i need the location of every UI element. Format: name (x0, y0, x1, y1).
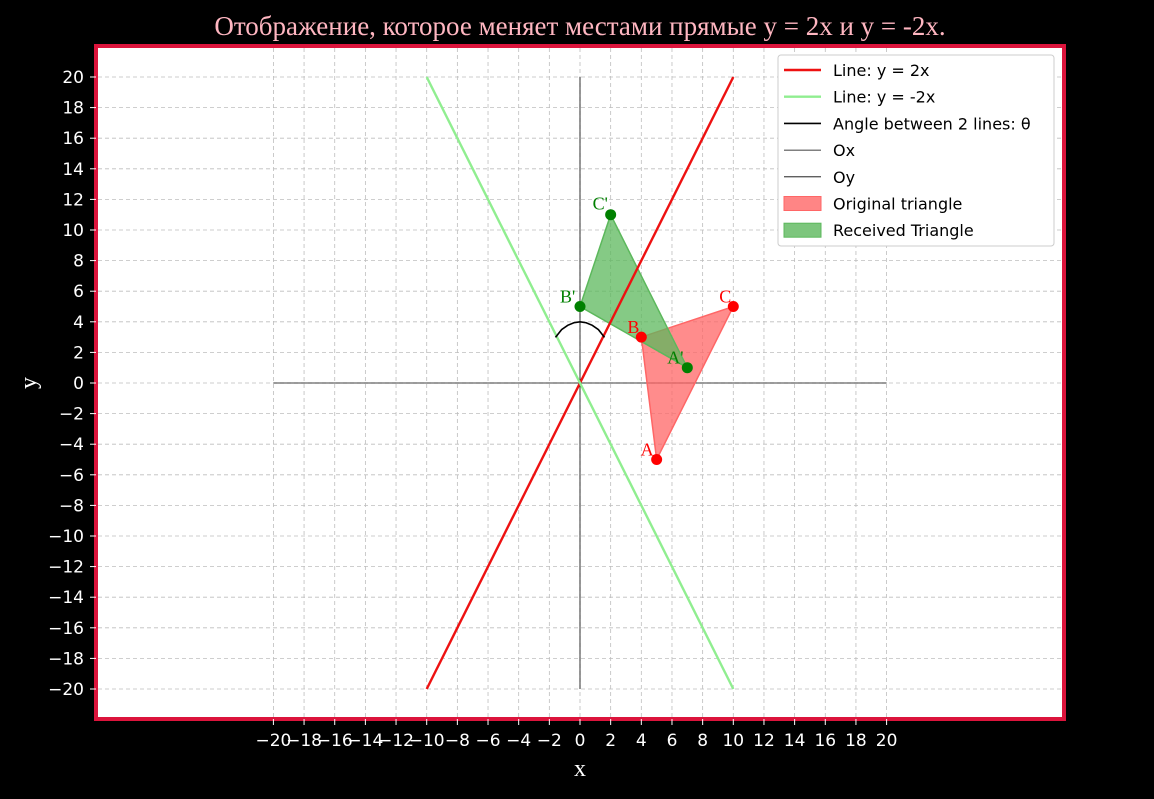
legend-entry: Line: y = 2x (833, 61, 930, 80)
vertex-label: B (627, 317, 639, 337)
legend-entry: Ox (833, 141, 855, 160)
y-tick-label: 12 (62, 190, 84, 210)
y-tick-label: 2 (73, 343, 84, 363)
angle-arc (554, 320, 606, 338)
x-tick-label: 20 (876, 731, 898, 751)
vertex-c (727, 301, 739, 312)
legend: Line: y = 2x Line: y = -2x Angle between 2… (777, 54, 1055, 247)
chart-title: Отображение, которое меняет местами прям… (214, 11, 945, 41)
y-tick-label: −14 (48, 588, 84, 608)
legend-entry: Received Triangle (833, 221, 974, 240)
legend-entry: Line: y = -2x (833, 88, 935, 107)
x-tick-label: 8 (697, 731, 708, 751)
x-tick-label: −4 (506, 731, 531, 751)
y-tick-label: 20 (62, 68, 84, 88)
y-tick-label: −16 (48, 619, 84, 639)
received-triangle (579, 212, 690, 370)
x-tick-label: −6 (475, 731, 500, 751)
y-tick-label: 0 (73, 374, 84, 394)
vertex-label: A' (667, 348, 683, 368)
x-tick-label: 6 (667, 731, 678, 751)
vertex-b-prime (574, 301, 586, 312)
y-tick-label: −8 (59, 496, 84, 516)
x-tick-label: −14 (347, 731, 383, 751)
x-tick-label: 14 (784, 731, 806, 751)
legend-entry: Angle between 2 lines: θ (833, 114, 1031, 133)
legend-swatch (783, 196, 822, 211)
x-tick-label: 0 (575, 731, 586, 751)
y-axis-label: y (16, 377, 42, 389)
vertex-label: A (641, 440, 654, 460)
y-tick-label: 4 (73, 313, 84, 333)
vertex-a (651, 454, 663, 465)
x-tick-label: −2 (537, 731, 562, 751)
x-axis-ticks: −20−18−16−14−12−10 −8 −6 −4 −2 0 2 4 6 8 10 12 14 16 1… (255, 719, 897, 751)
x-tick-label: 12 (753, 731, 775, 751)
x-tick-label: 4 (636, 731, 647, 751)
y-tick-label: 10 (62, 221, 84, 241)
y-tick-label: −20 (48, 680, 84, 700)
y-tick-label: −6 (59, 466, 84, 486)
vertex-label: C (719, 287, 731, 307)
x-tick-label: 16 (814, 731, 836, 751)
y-tick-label: −2 (59, 405, 84, 425)
x-tick-label: 18 (845, 731, 867, 751)
x-tick-label: 10 (722, 731, 744, 751)
plot-area (273, 76, 887, 690)
y-tick-label: 16 (62, 129, 84, 149)
x-tick-label: 2 (605, 731, 616, 751)
x-tick-label: −18 (286, 731, 322, 751)
y-tick-label: 14 (62, 160, 84, 180)
x-tick-label: −16 (317, 731, 353, 751)
y-tick-label: −10 (48, 527, 84, 547)
x-tick-label: −12 (378, 731, 414, 751)
x-tick-label: −8 (445, 731, 470, 751)
y-axis-ticks: −20−18−16−14−12−10−8−6−4−202468101214161… (48, 68, 96, 700)
y-tick-label: −12 (48, 558, 84, 578)
y-tick-label: −18 (48, 649, 84, 669)
y-tick-label: −4 (59, 435, 84, 455)
legend-swatch (783, 222, 822, 238)
vertex-label: B' (560, 287, 575, 307)
x-axis-label: x (574, 756, 586, 782)
legend-entry: Original triangle (833, 195, 962, 214)
vertex-label: C' (593, 194, 608, 214)
vertex-b (635, 331, 647, 343)
x-tick-label: −10 (409, 731, 445, 751)
vertex-c-prime (605, 209, 617, 221)
x-tick-label: −20 (255, 731, 291, 751)
point-labels: A B C A' B' C' (560, 194, 731, 460)
line-y-neg-2x (425, 76, 735, 690)
y-tick-label: 18 (62, 99, 84, 119)
legend-box (777, 54, 1055, 247)
legend-entry: Oy (833, 168, 855, 187)
y-tick-label: 6 (73, 282, 84, 302)
y-tick-label: 8 (73, 252, 84, 272)
vertex-a-prime (681, 362, 693, 374)
